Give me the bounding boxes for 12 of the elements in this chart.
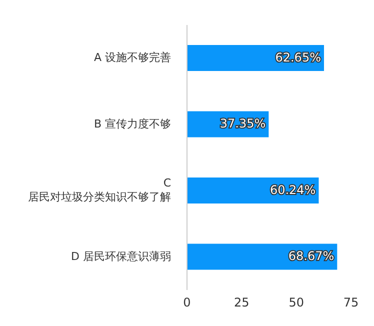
y-tick-label: B 宣传力度不够	[94, 117, 171, 130]
x-tick-label: 75	[343, 296, 359, 310]
x-tick-label: 25	[234, 296, 250, 310]
data-label: 37.35%	[220, 116, 266, 131]
x-tick-label: 0	[183, 296, 191, 310]
y-tick-label: D 居民环保意识薄弱	[71, 250, 171, 263]
data-label: 62.65%	[275, 50, 321, 64]
x-tick-label: 50	[288, 296, 304, 310]
y-tick-label: C 居民对垃圾分类知识不够了解	[28, 176, 172, 204]
data-label: 60.24%	[270, 182, 316, 197]
y-tick-label: A 设施不够完善	[94, 51, 171, 64]
data-label: 68.67%	[288, 249, 334, 264]
